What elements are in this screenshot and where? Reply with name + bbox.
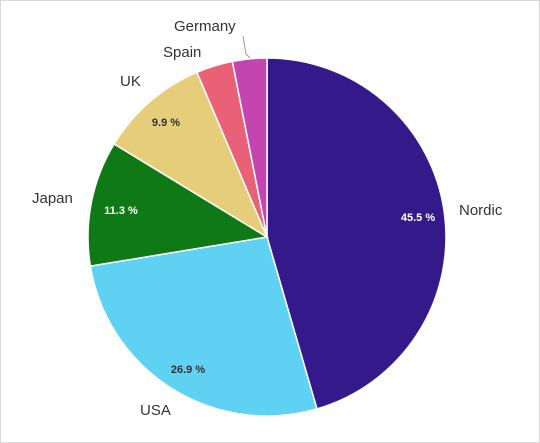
data-labels: 45.5 % 26.9 % 11.3 % 9.9 % bbox=[104, 117, 435, 376]
data-label-japan: 11.3 % bbox=[104, 205, 138, 217]
category-label-nordic: Nordic bbox=[459, 202, 503, 219]
category-label-usa: USA bbox=[140, 402, 171, 419]
category-label-uk: UK bbox=[120, 73, 141, 90]
pie-slice-japan[interactable] bbox=[87, 142, 270, 267]
pie-slice-germany[interactable] bbox=[231, 57, 268, 238]
pie-slice-nordic[interactable] bbox=[266, 57, 447, 410]
leader-lines bbox=[242, 35, 251, 59]
leader-line-germany bbox=[242, 35, 251, 59]
category-labels: Nordic USA Japan UK Spain Germany bbox=[32, 18, 503, 419]
category-label-spain: Spain bbox=[163, 44, 201, 61]
pie-slice-uk[interactable] bbox=[113, 71, 269, 239]
data-label-usa: 26.9 % bbox=[171, 364, 205, 376]
pie-slices bbox=[87, 57, 447, 417]
category-label-germany: Germany bbox=[174, 18, 236, 35]
data-label-uk: 9.9 % bbox=[152, 117, 180, 129]
category-label-japan: Japan bbox=[32, 190, 73, 207]
data-label-nordic: 45.5 % bbox=[401, 212, 435, 224]
pie-slice-usa[interactable] bbox=[89, 236, 318, 417]
